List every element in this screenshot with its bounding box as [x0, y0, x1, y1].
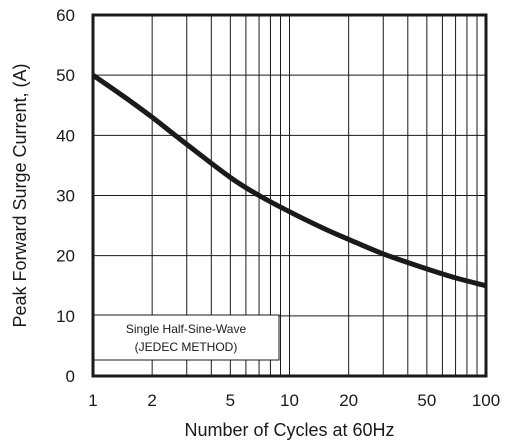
x-axis-label: Number of Cycles at 60Hz [184, 420, 394, 440]
x-tick-label: 100 [472, 391, 500, 410]
y-tick-label: 40 [56, 126, 75, 145]
y-tick-label: 10 [56, 307, 75, 326]
y-axis-ticks: 0 10 20 30 40 50 60 [56, 6, 75, 386]
x-tick-label: 5 [226, 391, 235, 410]
y-tick-label: 60 [56, 6, 75, 25]
y-axis-label: Peak Forward Surge Current, (A) [10, 63, 30, 327]
y-tick-label: 0 [66, 367, 75, 386]
annotation-box [92, 314, 280, 361]
y-tick-label: 50 [56, 66, 75, 85]
annotation-line-1: Single Half-Sine-Wave [126, 322, 247, 336]
x-tick-label: 1 [88, 391, 97, 410]
y-tick-label: 30 [56, 187, 75, 206]
y-tick-label: 20 [56, 247, 75, 266]
x-tick-label: 2 [147, 391, 156, 410]
plot-frame [91, 13, 488, 378]
series-line [91, 73, 487, 289]
x-tick-label: 50 [417, 391, 436, 410]
annotation-line-2: (JEDEC METHOD) [135, 340, 238, 354]
x-tick-label: 10 [280, 391, 299, 410]
x-axis-ticks: 1 2 5 10 20 50 100 [88, 391, 500, 410]
chart-grid [93, 15, 486, 376]
x-tick-label: 20 [339, 391, 358, 410]
